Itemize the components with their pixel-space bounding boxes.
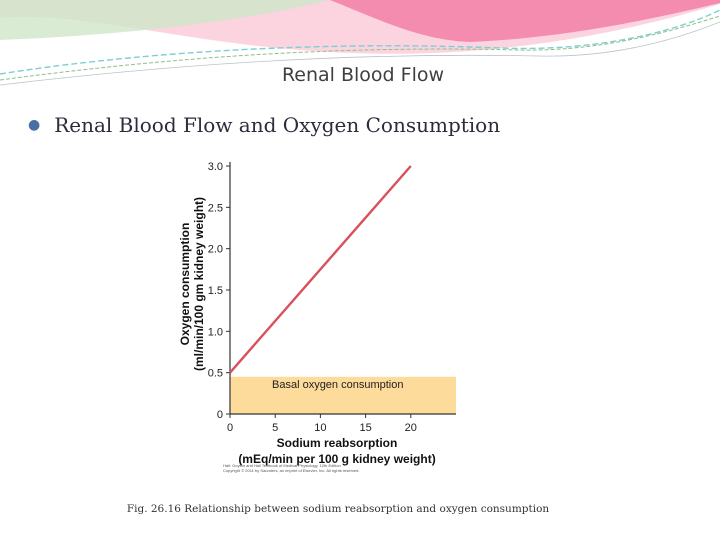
y-tick-label-1: 0.5 <box>208 368 223 380</box>
banner-pink-band <box>330 0 720 42</box>
y-tick-label-6: 3.0 <box>208 161 223 173</box>
bullet-dot-icon: ● <box>28 117 41 133</box>
x-tick-label-0: 0 <box>227 422 233 434</box>
x-axis-title: Sodium reabsorption <box>277 436 398 450</box>
banner-green-wave <box>0 0 330 40</box>
oxygen-consumption-chart: Basal oxygen consumption 0 0.5 1.0 1.5 2.0 2.5… <box>178 161 456 466</box>
banner-green-line <box>0 15 720 81</box>
x-tick-label-1: 5 <box>272 422 278 434</box>
y-tick-label-0: 0 <box>217 409 223 421</box>
y-axis-subtitle: (ml/min/100 gm kidney weight) <box>192 197 206 371</box>
data-line-oxygen-consumption <box>229 165 412 374</box>
slide-title: Renal Blood Flow <box>281 64 445 86</box>
y-tick-label-2: 1.0 <box>208 326 223 338</box>
credit-line-1: Hall: Guyton and Hall Textbook of Medica… <box>223 463 341 468</box>
banner-grey-line <box>0 21 720 86</box>
figure-caption: Fig. 26.16 Relationship between sodium r… <box>126 503 550 515</box>
y-tick-label-5: 2.5 <box>208 202 223 214</box>
decorative-banner <box>0 0 720 86</box>
basal-band <box>230 376 456 414</box>
bullet-item: ● Renal Blood Flow and Oxygen Consumption <box>28 113 500 137</box>
credit-line-2: Copyright © 2011 by Saunders, an imprint… <box>223 468 360 473</box>
basal-band-label: Basal oxygen consumption <box>272 379 403 391</box>
x-tick-label-4: 20 <box>405 422 417 434</box>
x-axis-subtitle: (mEq/min per 100 g kidney weight) <box>238 452 435 466</box>
figure: Basal oxygen consumption 0 0.5 1.0 1.5 2.0 2.5… <box>172 156 456 478</box>
y-tick-label-4: 2.0 <box>208 244 223 256</box>
banner-teal-line <box>0 9 720 75</box>
figure-credit: Hall: Guyton and Hall Textbook of Medica… <box>223 463 443 473</box>
y-tick-label-3: 1.5 <box>208 285 223 297</box>
x-tick-label-3: 15 <box>359 422 371 434</box>
bullet-text: Renal Blood Flow and Oxygen Consumption <box>54 113 501 137</box>
y-axis-title: Oxygen consumption <box>178 223 192 346</box>
x-tick-label-2: 10 <box>314 422 326 434</box>
